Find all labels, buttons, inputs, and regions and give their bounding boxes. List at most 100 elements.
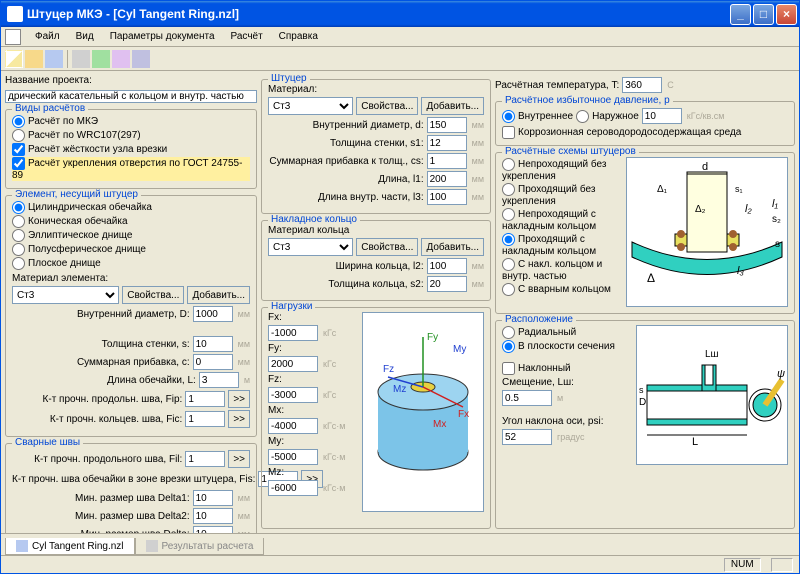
tab-results[interactable]: Результаты расчета (135, 538, 265, 555)
toolbar-new-icon[interactable] (5, 50, 23, 68)
load-input[interactable] (268, 325, 318, 341)
load-input[interactable] (268, 418, 318, 434)
maximize-button[interactable]: □ (753, 4, 774, 25)
document-icon (16, 540, 28, 552)
field-input[interactable] (185, 451, 225, 467)
temp-input[interactable] (622, 77, 662, 93)
pad-add-button[interactable]: Добавить... (421, 238, 484, 256)
svg-text:Δ: Δ (647, 271, 655, 285)
toolbar-open-icon[interactable] (25, 50, 43, 68)
field-input[interactable] (185, 391, 225, 407)
pad-material-select[interactable]: Ст3 (268, 238, 353, 256)
element-shape-radio[interactable]: Плоское днище (12, 257, 250, 270)
field-input[interactable] (193, 354, 233, 370)
location-radio[interactable]: В плоскости сечения (502, 340, 632, 353)
unit-label: мм (472, 138, 484, 148)
menu-view[interactable]: Вид (68, 29, 102, 44)
element-material-select[interactable]: Ст3 (12, 286, 119, 304)
toolbar-save-icon[interactable] (45, 50, 63, 68)
calc-type-option[interactable]: Расчёт по WRC107(297) (12, 129, 250, 142)
menu-calc[interactable]: Расчёт (223, 29, 271, 44)
toolbar-cut-icon[interactable] (72, 50, 90, 68)
toolbar-calc-icon[interactable] (92, 50, 110, 68)
field-input[interactable] (427, 189, 467, 205)
load-input[interactable] (268, 449, 318, 465)
unit-label: мм (472, 261, 484, 271)
pressure-external-radio[interactable]: Наружное (576, 110, 639, 123)
load-label: Fy: (268, 343, 358, 354)
svg-text:Fy: Fy (427, 332, 438, 343)
pad-props-button[interactable]: Свойства... (356, 238, 418, 256)
scheme-radio[interactable]: С накл. кольцом и внутр. частью (502, 258, 622, 282)
location-radio[interactable]: Радиальный (502, 326, 632, 339)
nozzle-group: Штуцер Материал: Ст3 Свойства... Добавит… (261, 79, 491, 214)
inclined-checkbox[interactable]: Наклонный (502, 363, 571, 374)
title-bar[interactable]: Штуцер МКЭ - [Cyl Tangent Ring.nzl] _ □ … (1, 1, 799, 27)
nozzle-props-button[interactable]: Свойства... (356, 97, 418, 115)
tab-active[interactable]: Cyl Tangent Ring.nzl (5, 538, 135, 555)
toolbar-report-icon[interactable] (112, 50, 130, 68)
field-input[interactable] (193, 306, 233, 322)
close-button[interactable]: × (776, 4, 797, 25)
nozzle-material-select[interactable]: Ст3 (268, 97, 353, 115)
field-input[interactable] (427, 258, 467, 274)
field-label: Длина, l1: (268, 174, 424, 185)
field-label: Толщина кольца, s2: (268, 279, 424, 290)
element-props-button[interactable]: Свойства... (122, 286, 184, 304)
scheme-radio[interactable]: Непроходящий с накладным кольцом (502, 208, 622, 232)
menu-file[interactable]: Файл (27, 29, 68, 44)
minimize-button[interactable]: _ (730, 4, 751, 25)
field-input[interactable] (199, 372, 239, 388)
element-shape-radio[interactable]: Цилиндрическая обечайка (12, 201, 250, 214)
toolbar-help-icon[interactable] (132, 50, 150, 68)
right-column: Расчётная температура, T: С Расчётное из… (495, 75, 795, 529)
calc-type-option[interactable]: Расчёт жёсткости узла врезки (12, 143, 250, 156)
field-input[interactable] (185, 411, 225, 427)
scheme-radio[interactable]: Проходящий без укрепления (502, 183, 622, 207)
field-input[interactable] (193, 336, 233, 352)
svg-text:D: D (639, 397, 646, 408)
helper-button[interactable]: >> (228, 390, 250, 408)
menu-icon[interactable] (5, 29, 21, 45)
content-area: Название проекта: Виды расчётов Расчёт п… (1, 71, 799, 533)
field-input[interactable] (427, 153, 467, 169)
scheme-radio[interactable]: Проходящий с накладным кольцом (502, 233, 622, 257)
svg-text:l₁: l₁ (772, 198, 778, 210)
pressure-internal-radio[interactable]: Внутреннее (502, 110, 573, 123)
unit-label: мм (238, 511, 250, 521)
helper-button[interactable]: >> (228, 450, 250, 468)
field-label: Мин. размер шва Delta2: (12, 511, 190, 522)
project-name-input[interactable] (5, 90, 257, 103)
svg-text:My: My (453, 344, 466, 355)
element-shape-radio[interactable]: Полусферическое днище (12, 243, 250, 256)
field-input[interactable] (193, 508, 233, 524)
load-input[interactable] (268, 480, 318, 496)
angle-input[interactable] (502, 429, 552, 445)
corrosive-checkbox[interactable]: Коррозионная сероводородосодержащая сред… (502, 127, 741, 138)
element-shape-radio[interactable]: Коническая обечайка (12, 215, 250, 228)
load-input[interactable] (268, 356, 318, 372)
element-shape-radio[interactable]: Эллиптическое днище (12, 229, 250, 242)
field-input[interactable] (427, 171, 467, 187)
field-input[interactable] (427, 276, 467, 292)
calc-type-option[interactable]: Расчёт по МКЭ (12, 115, 250, 128)
element-add-button[interactable]: Добавить... (187, 286, 250, 304)
offset-input[interactable] (502, 390, 552, 406)
scheme-radio[interactable]: Непроходящий без укрепления (502, 158, 622, 182)
scheme-radio[interactable]: С вварным кольцом (502, 283, 622, 296)
field-input[interactable] (427, 117, 467, 133)
nozzle-add-button[interactable]: Добавить... (421, 97, 484, 115)
element-group-title: Элемент, несущий штуцер (12, 189, 141, 200)
unit-label: мм (238, 309, 250, 319)
menu-docparams[interactable]: Параметры документа (102, 29, 223, 44)
field-input[interactable] (193, 490, 233, 506)
calc-type-option[interactable]: Расчёт укрепления отверстия по ГОСТ 2475… (12, 157, 250, 181)
menu-help[interactable]: Справка (271, 29, 326, 44)
load-input[interactable] (268, 387, 318, 403)
field-label: Толщина стенки, s: (12, 339, 190, 350)
field-input[interactable] (193, 526, 233, 533)
field-input[interactable] (427, 135, 467, 151)
helper-button[interactable]: >> (228, 410, 250, 428)
loads-title: Нагрузки (268, 301, 315, 312)
pressure-input[interactable] (642, 108, 682, 124)
